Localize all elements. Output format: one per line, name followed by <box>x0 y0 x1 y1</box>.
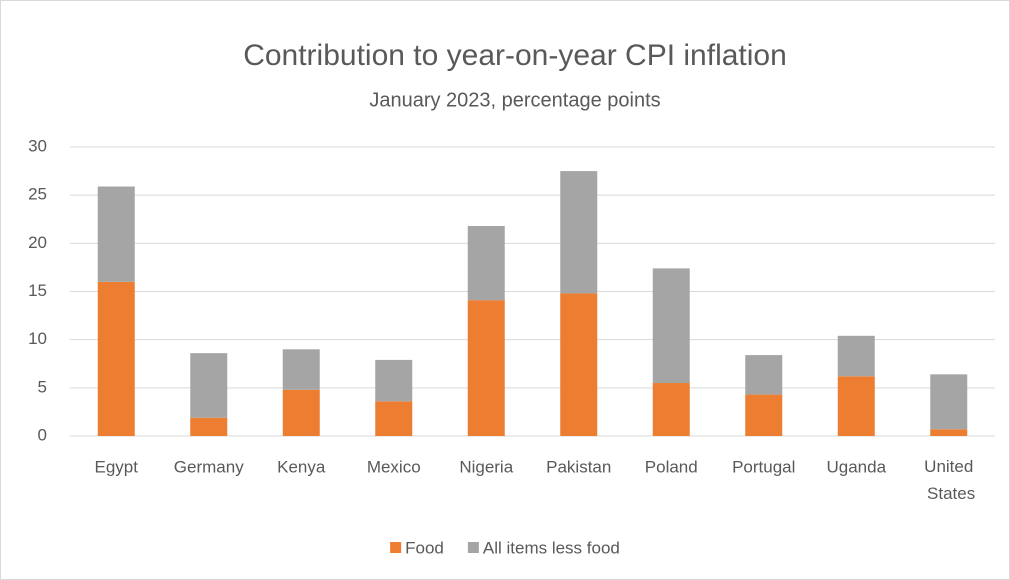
legend-swatch <box>390 542 402 553</box>
chart-title: Contribution to year-on-year CPI inflati… <box>243 39 787 72</box>
y-tick-label: 10 <box>28 329 47 348</box>
bar-segment <box>837 335 875 377</box>
bar-segment <box>467 225 505 301</box>
chart-subtitle: January 2023, percentage points <box>369 89 660 111</box>
bar-segment <box>652 268 690 384</box>
bar-segment <box>930 374 968 430</box>
x-tick-label: Poland <box>645 457 698 476</box>
bar-segment <box>190 417 228 436</box>
x-tick-label: Uganda <box>826 457 886 476</box>
legend-swatch <box>467 542 479 553</box>
bar-segment <box>375 401 413 436</box>
bar-segment <box>930 429 968 436</box>
bar-segment <box>560 293 598 436</box>
bar-segment <box>467 300 505 436</box>
bar-segment <box>190 353 228 418</box>
y-tick-label: 0 <box>38 425 47 444</box>
legend-label: Food <box>405 538 444 557</box>
x-tick-label: Germany <box>174 457 244 476</box>
bar-segment <box>282 389 320 436</box>
y-tick-label: 20 <box>28 233 47 252</box>
y-tick-label: 30 <box>28 136 47 155</box>
y-tick-label: 15 <box>28 281 47 300</box>
bar-segment <box>745 355 783 395</box>
x-tick-label: Nigeria <box>459 457 513 476</box>
y-tick-label: 5 <box>38 377 47 396</box>
bar-segment <box>375 359 413 402</box>
bar-segment <box>652 383 690 436</box>
bar-segment <box>560 171 598 294</box>
bar-segment <box>97 281 135 436</box>
bar-segment <box>282 349 320 390</box>
x-tick-label: United States <box>922 457 975 503</box>
legend-label: All items less food <box>483 538 620 557</box>
x-tick-label: Portugal <box>732 457 795 476</box>
bar-segment <box>97 186 135 282</box>
x-tick-label: Kenya <box>277 457 326 476</box>
x-tick-label: Egypt <box>95 457 139 476</box>
x-tick-label: Mexico <box>367 457 421 476</box>
y-tick-label: 25 <box>28 185 47 204</box>
bar-segment <box>745 394 783 436</box>
x-tick-label: Pakistan <box>546 457 611 476</box>
bar-segment <box>837 376 875 436</box>
